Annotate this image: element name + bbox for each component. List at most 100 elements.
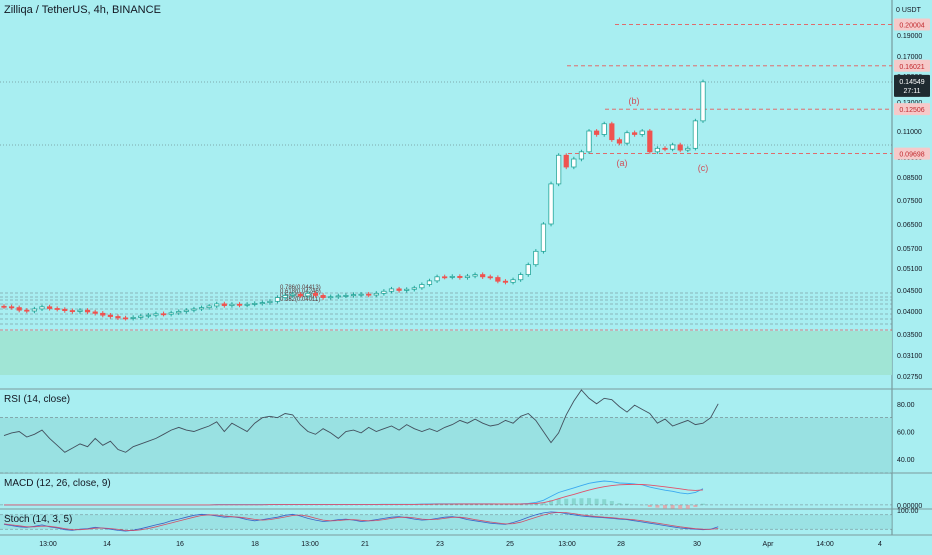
- macd-histogram-bar: [557, 499, 561, 505]
- macd-histogram-bar: [610, 501, 614, 505]
- candle-body: [283, 295, 287, 297]
- candle-body: [260, 303, 264, 304]
- macd-histogram-bar: [686, 505, 690, 509]
- candle-body: [594, 131, 598, 134]
- macd-histogram-bar: [572, 498, 576, 504]
- candle-body: [602, 124, 606, 135]
- candle-body: [397, 289, 401, 291]
- time-tick-label: 18: [251, 541, 259, 548]
- time-tick-label: 28: [617, 541, 625, 548]
- time-tick-label: 23: [436, 541, 444, 548]
- candle-body: [336, 296, 340, 297]
- price-tick-label: 0.03100: [897, 353, 922, 360]
- price-tick-label: 0.05100: [897, 266, 922, 273]
- candle-body: [511, 280, 515, 283]
- time-tick-label: 14:00: [816, 541, 834, 548]
- candle-body: [101, 313, 105, 315]
- candle-body: [9, 307, 13, 308]
- candle-body: [640, 131, 644, 134]
- candle-body: [70, 311, 74, 312]
- candle-body: [366, 294, 370, 295]
- candle-body: [93, 312, 97, 313]
- candle-body: [32, 309, 36, 311]
- candle-body: [344, 295, 348, 296]
- price-tick-label: 0.02750: [897, 374, 922, 381]
- candle-body: [40, 307, 44, 309]
- candle-body: [693, 121, 697, 148]
- candle-body: [587, 131, 591, 152]
- candle-body: [420, 285, 424, 288]
- rsi-band: [0, 418, 892, 473]
- candle-body: [541, 224, 545, 251]
- macd-histogram-bar: [579, 498, 583, 505]
- time-tick-label: 30: [693, 541, 701, 548]
- time-tick-label: 13:00: [39, 541, 57, 548]
- time-tick-label: 13:00: [301, 541, 319, 548]
- candle-body: [359, 294, 363, 295]
- candle-body: [230, 304, 234, 305]
- candle-body: [655, 148, 659, 151]
- price-tick-label: 0.03500: [897, 332, 922, 339]
- level-price-label: 0.12506: [899, 107, 924, 114]
- candle-body: [632, 133, 636, 135]
- candle-body: [480, 275, 484, 277]
- macd-histogram-bar: [678, 505, 682, 509]
- price-tick-label: 0.05700: [897, 246, 922, 253]
- candle-body: [215, 304, 219, 306]
- macd-histogram-bar: [671, 505, 675, 509]
- candle-body: [450, 276, 454, 277]
- candle-body: [351, 295, 355, 296]
- candle-body: [663, 148, 667, 149]
- macd-label: MACD (12, 26, close, 9): [4, 478, 111, 489]
- candle-body: [85, 310, 89, 312]
- price-tick-label: 0.06500: [897, 222, 922, 229]
- rsi-tick-label: 60.00: [897, 430, 915, 437]
- wave-label: (b): [629, 96, 640, 106]
- candle-body: [253, 303, 257, 304]
- candle-body: [306, 293, 310, 296]
- macd-histogram-bar: [663, 505, 667, 508]
- level-price-label: 0.20004: [899, 22, 924, 29]
- candle-body: [313, 293, 317, 295]
- macd-histogram-bar: [564, 499, 568, 505]
- candle-body: [108, 315, 112, 316]
- last-price-label: 0.14549: [899, 79, 924, 86]
- price-tick-label: 0.04500: [897, 288, 922, 295]
- candle-body: [382, 291, 386, 293]
- candle-body: [17, 308, 21, 311]
- candle-body: [146, 315, 150, 316]
- candle-body: [2, 306, 6, 307]
- wave-label: (a): [617, 158, 628, 168]
- candle-body: [678, 145, 682, 150]
- rsi-tick-label: 40.00: [897, 457, 915, 464]
- countdown-label: 27:11: [904, 88, 921, 95]
- candle-body: [78, 310, 82, 311]
- candle-body: [47, 307, 51, 309]
- candle-body: [427, 281, 431, 285]
- rsi-tick-label: 80.00: [897, 402, 915, 409]
- candle-body: [161, 314, 165, 315]
- candle-body: [610, 124, 614, 140]
- level-price-label: 0.16021: [899, 64, 924, 71]
- candle-body: [321, 295, 325, 297]
- price-tick-label: 0.04000: [897, 309, 922, 316]
- candle-body: [412, 288, 416, 289]
- macd-histogram-bar: [617, 503, 621, 505]
- time-tick-label: Apr: [763, 541, 775, 548]
- candle-body: [534, 251, 538, 264]
- candle-body: [298, 294, 302, 296]
- candle-body: [465, 276, 469, 277]
- time-tick-label: 4: [878, 541, 882, 548]
- candle-body: [617, 140, 621, 143]
- candle-body: [184, 310, 188, 311]
- candle-body: [207, 306, 211, 308]
- macd-histogram-bar: [595, 499, 599, 505]
- candle-body: [473, 275, 477, 276]
- candle-body: [192, 309, 196, 310]
- candle-body: [245, 304, 249, 305]
- candle-body: [579, 152, 583, 159]
- candle-body: [374, 293, 378, 295]
- candle-body: [63, 309, 67, 310]
